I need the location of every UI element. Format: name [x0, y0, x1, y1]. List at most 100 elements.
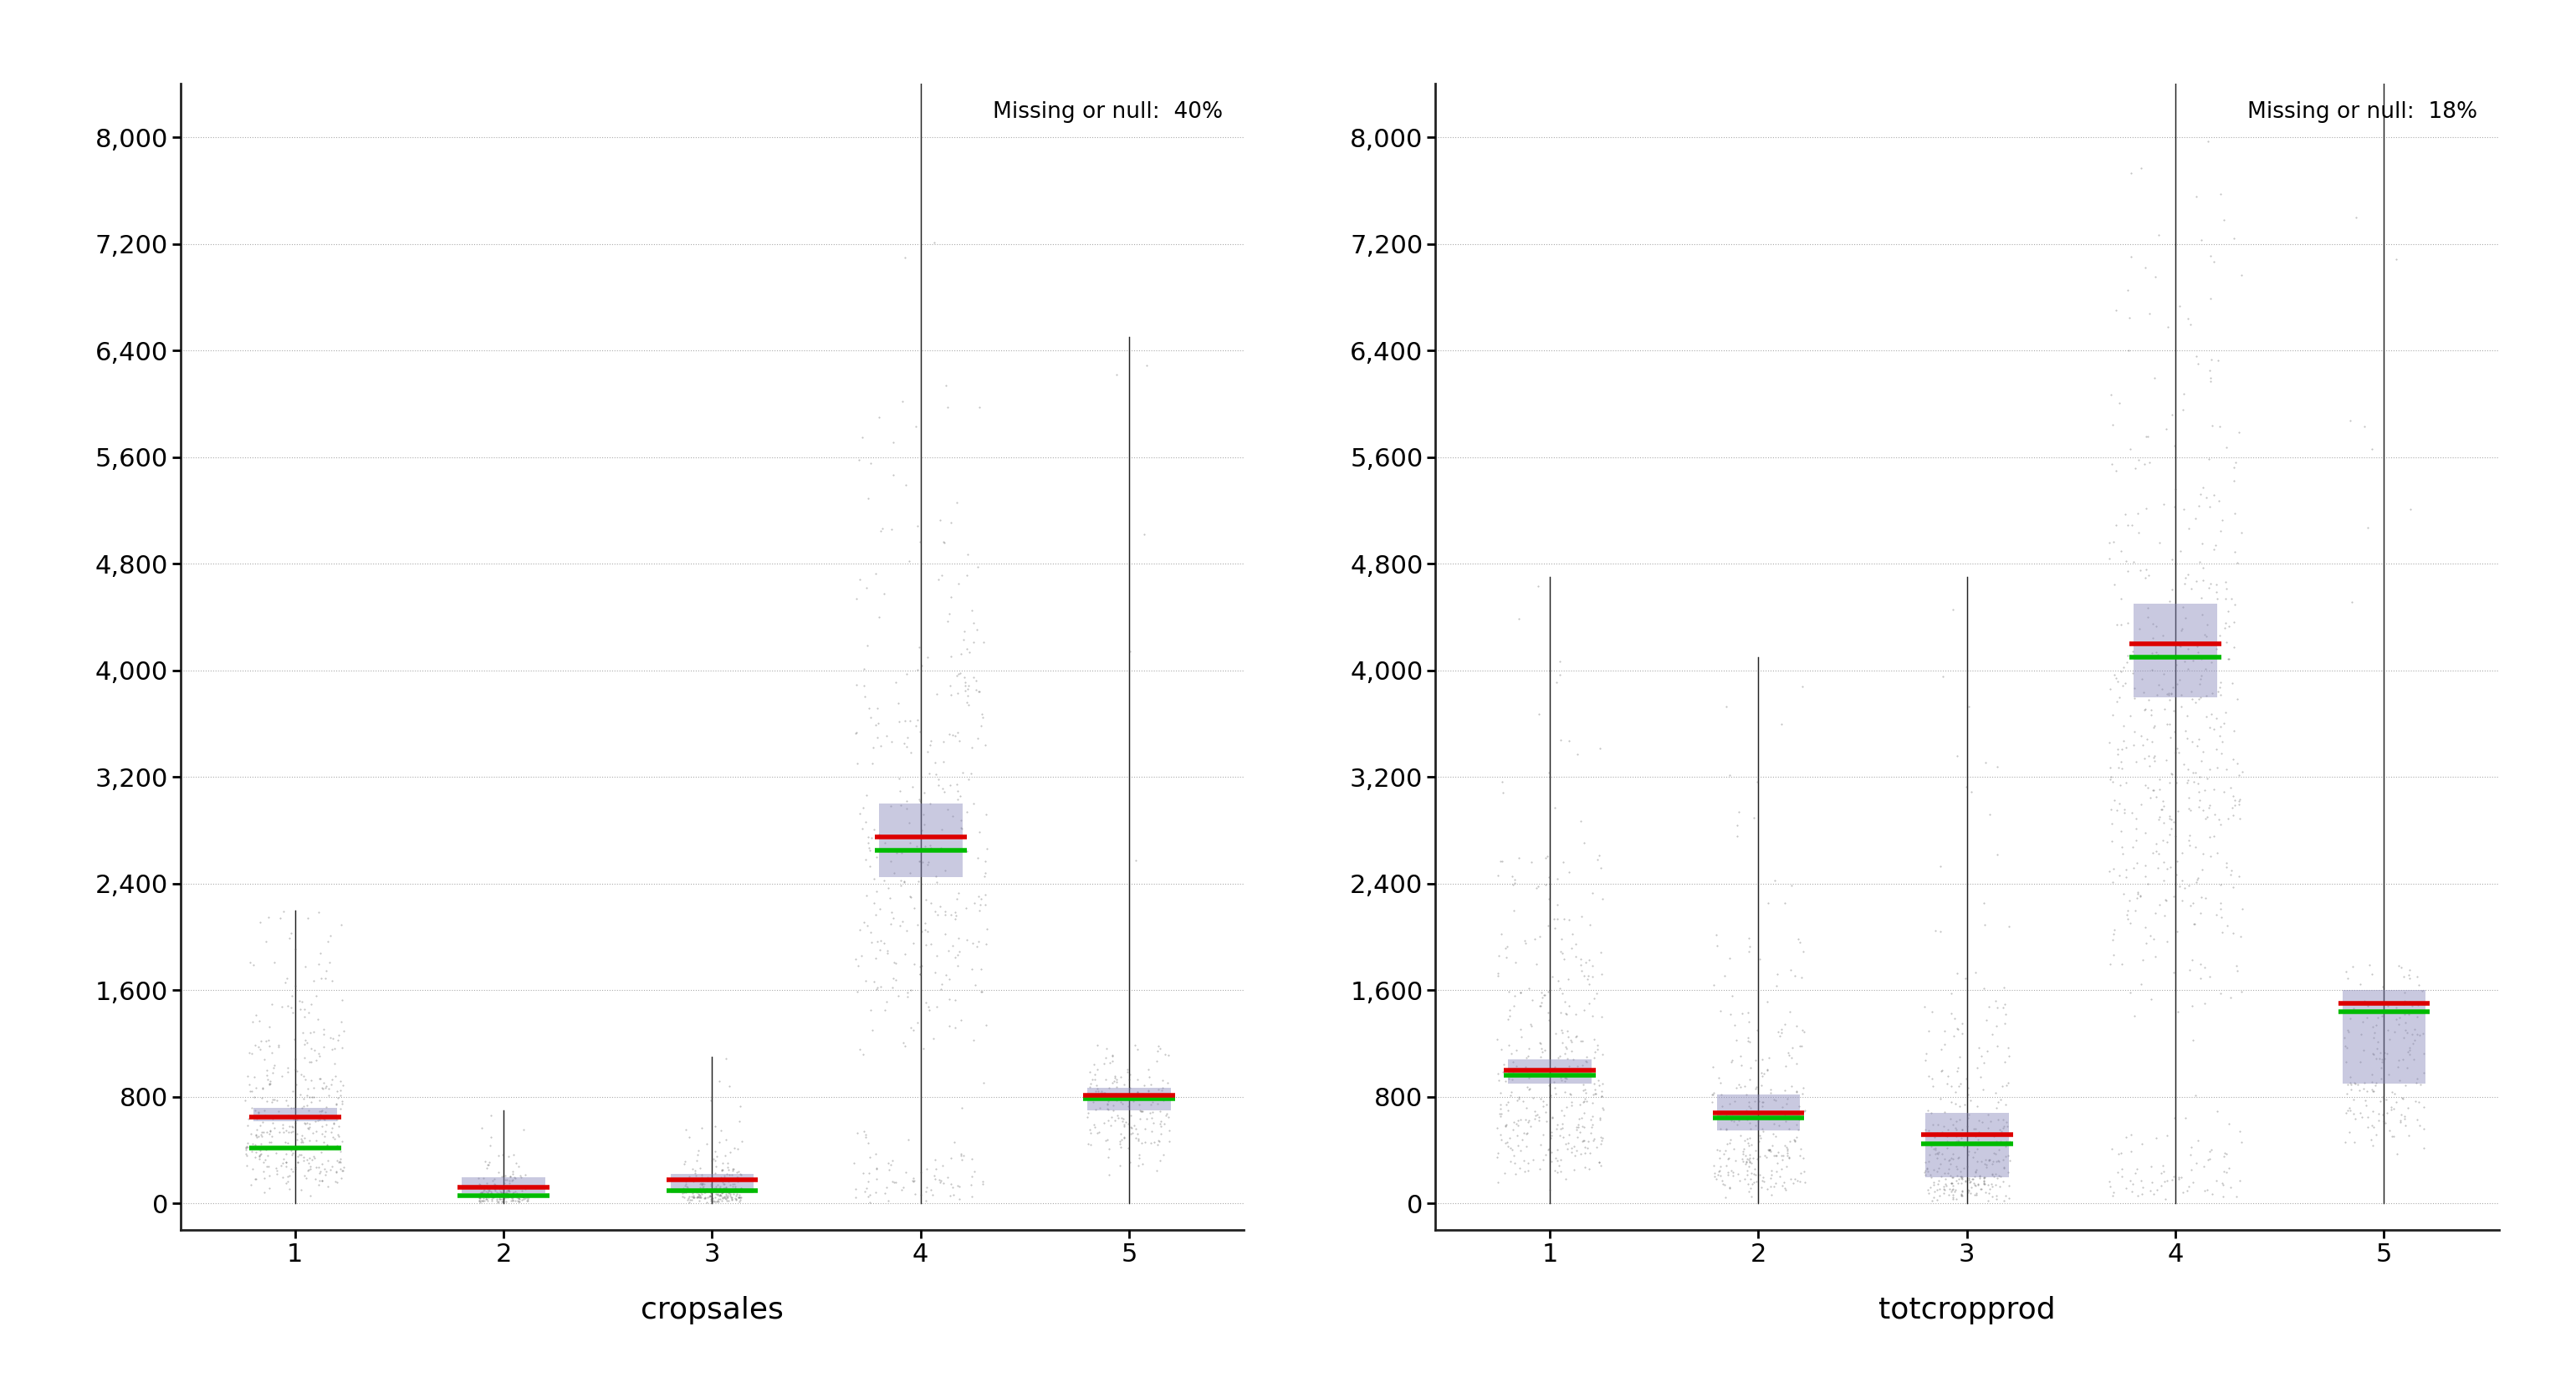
Point — [2190, 245, 2231, 267]
Point — [2130, 1170, 2172, 1192]
Point — [1757, 1144, 1798, 1166]
Point — [2334, 1072, 2375, 1095]
Point — [698, 1190, 739, 1212]
Point — [1976, 1163, 2017, 1186]
Point — [680, 1179, 721, 1201]
Point — [894, 1170, 935, 1192]
Point — [904, 781, 945, 804]
Point — [708, 1075, 750, 1097]
Point — [2120, 1132, 2161, 1155]
Point — [497, 1155, 538, 1177]
Point — [276, 1060, 317, 1082]
Point — [927, 798, 969, 821]
Point — [1486, 1114, 1528, 1137]
Point — [1955, 1166, 1996, 1188]
Point — [1123, 1100, 1164, 1123]
Point — [2372, 1082, 2414, 1104]
Point — [1551, 1095, 1592, 1117]
Point — [2177, 734, 2218, 756]
Point — [2326, 1131, 2367, 1153]
Point — [461, 1181, 502, 1204]
Point — [1927, 1072, 1968, 1095]
Point — [1551, 1030, 1592, 1053]
Point — [675, 1187, 716, 1209]
Point — [871, 913, 912, 935]
Point — [1069, 1121, 1110, 1144]
Point — [1963, 1111, 2004, 1134]
Point — [1924, 1100, 1965, 1123]
Point — [1932, 1148, 1973, 1170]
Point — [855, 979, 896, 1001]
Point — [966, 861, 1007, 884]
Point — [1937, 962, 1978, 984]
Point — [487, 1169, 528, 1191]
Point — [1911, 1075, 1953, 1097]
Point — [2138, 808, 2179, 830]
Point — [299, 1173, 340, 1195]
Point — [2151, 762, 2192, 784]
Point — [2208, 600, 2249, 622]
Point — [2105, 671, 2146, 693]
Point — [479, 1187, 520, 1209]
Point — [899, 955, 940, 977]
Point — [1077, 1078, 1118, 1100]
Point — [714, 1159, 755, 1181]
Point — [1935, 1081, 1976, 1103]
Point — [958, 893, 999, 916]
Point — [940, 1097, 981, 1120]
Point — [2354, 1074, 2396, 1096]
Point — [309, 1078, 350, 1100]
Point — [492, 1181, 533, 1204]
Point — [2110, 705, 2151, 727]
Bar — [1507, 1060, 1592, 1083]
Point — [2169, 1176, 2210, 1198]
Point — [670, 1125, 711, 1148]
Point — [1932, 1172, 1973, 1194]
Point — [698, 1183, 739, 1205]
Point — [845, 885, 886, 907]
Point — [1074, 1053, 1115, 1075]
Point — [850, 1000, 891, 1022]
Point — [1543, 948, 1584, 970]
Point — [714, 1173, 755, 1195]
Point — [961, 980, 1002, 1002]
Point — [247, 1131, 289, 1153]
Point — [2179, 482, 2221, 505]
Point — [938, 663, 979, 685]
Point — [289, 1155, 330, 1177]
Point — [899, 850, 940, 872]
Point — [2347, 1116, 2388, 1138]
Point — [1084, 1081, 1126, 1103]
Point — [1131, 1107, 1172, 1130]
Point — [1775, 1167, 1816, 1190]
Point — [2112, 836, 2154, 858]
Point — [492, 1163, 533, 1186]
Point — [2385, 1019, 2427, 1042]
Point — [1741, 1065, 1783, 1088]
Point — [1540, 928, 1582, 951]
Point — [878, 780, 920, 802]
Point — [904, 918, 945, 941]
Point — [948, 674, 989, 696]
Point — [1741, 1095, 1783, 1117]
Point — [1718, 1109, 1759, 1131]
Point — [1546, 1064, 1587, 1086]
Point — [1942, 1167, 1984, 1190]
Point — [1100, 1123, 1141, 1145]
Point — [2334, 1088, 2375, 1110]
Point — [255, 1142, 296, 1165]
Point — [265, 967, 307, 990]
Point — [2151, 763, 2192, 786]
Point — [240, 911, 281, 934]
Point — [2190, 1138, 2231, 1160]
Point — [1543, 942, 1584, 965]
Point — [2213, 921, 2254, 944]
Point — [497, 1176, 538, 1198]
Point — [1705, 1118, 1747, 1141]
Point — [1548, 994, 1589, 1016]
Point — [1965, 751, 2007, 773]
Point — [1476, 1117, 1517, 1139]
Point — [2097, 742, 2138, 765]
Point — [301, 1170, 343, 1192]
Point — [479, 1187, 520, 1209]
